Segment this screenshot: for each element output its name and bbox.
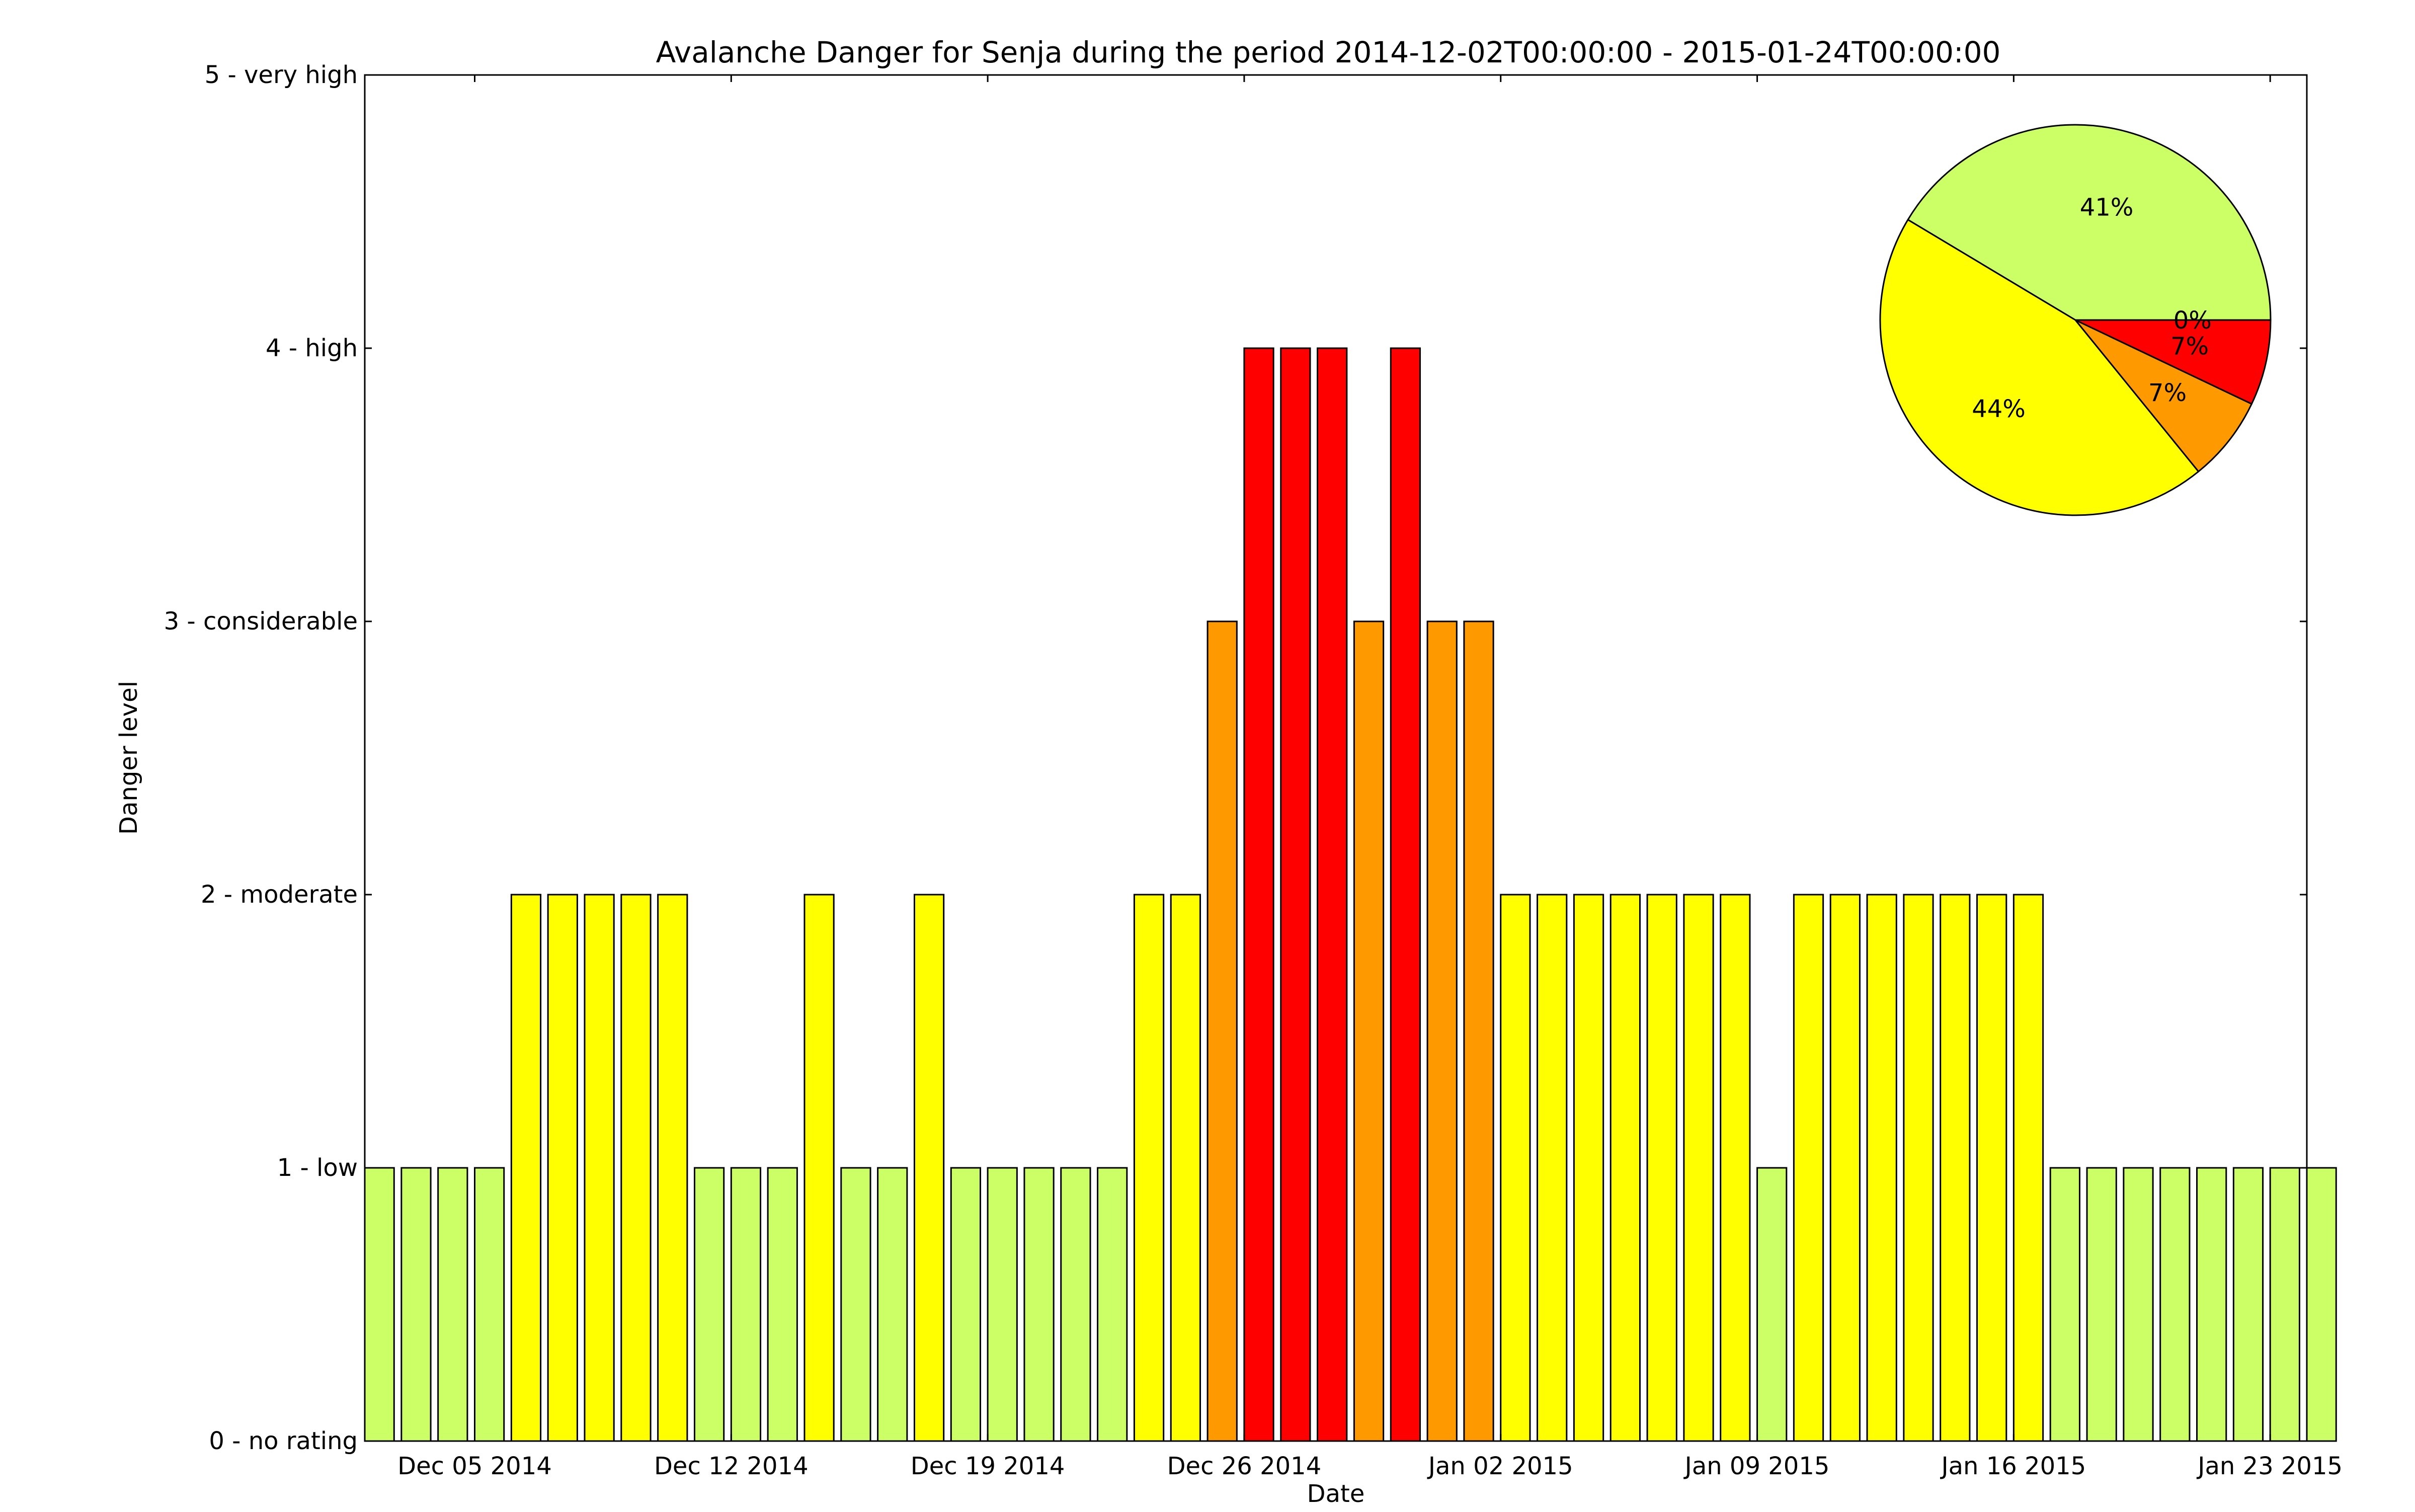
bar [1756, 1167, 1788, 1442]
bar [2123, 1167, 2154, 1442]
pie-slice [2074, 319, 2272, 405]
x-tick-label: Dec 26 2014 [1167, 1452, 1322, 1480]
bar [1537, 894, 1568, 1442]
bar [1866, 894, 1897, 1442]
x-tick-label: Jan 16 2015 [1940, 1452, 2086, 1480]
bar [987, 1167, 1018, 1442]
x-tick-label: Dec 19 2014 [911, 1452, 1065, 1480]
bar [1573, 894, 1604, 1442]
bar [1609, 894, 1641, 1442]
bar [2013, 894, 2044, 1442]
bar [2269, 1167, 2300, 1442]
pie-slice [1907, 124, 2272, 321]
x-tick-label: Jan 02 2015 [1427, 1452, 1573, 1480]
bar [1206, 620, 1238, 1442]
y-axis-ticks: 0 - no rating 1 - low 2 - moderate 3 - cons… [164, 61, 2307, 1455]
pie-chart: 41%44%7%7%0% [1879, 124, 2272, 516]
bar [1317, 347, 1348, 1442]
bars-group [364, 347, 2337, 1442]
bar [1903, 894, 1934, 1442]
y-tick-label: 0 - no rating [209, 1427, 358, 1455]
bar [1683, 894, 1714, 1442]
bar [1023, 1167, 1055, 1442]
bar [1243, 347, 1274, 1442]
x-tick-label: Dec 12 2014 [654, 1452, 809, 1480]
bar [730, 1167, 762, 1442]
bar [1390, 347, 1421, 1442]
x-tick-label: Jan 09 2015 [1683, 1452, 1830, 1480]
pie-slice [2074, 319, 2252, 472]
bar [803, 894, 835, 1442]
pie-slice-label: 0% [2174, 306, 2212, 335]
bar [1133, 894, 1165, 1442]
bar [364, 1167, 395, 1442]
bar [693, 1167, 725, 1442]
x-axis-label: Date [1307, 1480, 1365, 1508]
bar [1940, 894, 1971, 1442]
y-tick-label: 5 - very high [205, 61, 358, 89]
bar [1829, 894, 1861, 1442]
x-axis-ticks: Dec 05 2014 Dec 12 2014 Dec 19 2014 Dec 26 … [397, 75, 2343, 1480]
bar [2049, 1167, 2080, 1442]
pie-slice [1879, 219, 2200, 516]
bar [950, 1167, 982, 1442]
pie-slice-label: 41% [2080, 194, 2134, 222]
bar [840, 1167, 871, 1442]
bar [877, 1167, 908, 1442]
y-axis-label: Danger level [115, 681, 143, 835]
bar [620, 894, 652, 1442]
bar [1976, 894, 2007, 1442]
bar [1500, 894, 1531, 1442]
bar [1720, 894, 1751, 1442]
bar [2086, 1167, 2117, 1442]
bar [767, 1167, 798, 1442]
x-tick-label: Dec 05 2014 [397, 1452, 552, 1480]
bar [2306, 1167, 2337, 1442]
bar [473, 1167, 505, 1442]
bar [913, 894, 945, 1442]
plot-frame [364, 74, 2308, 1442]
bar [1426, 620, 1458, 1442]
pie-slice-label: 7% [2148, 379, 2187, 407]
bar [1646, 894, 1677, 1442]
bar [584, 894, 615, 1442]
bar [2196, 1167, 2227, 1442]
y-tick-label: 3 - considerable [164, 607, 358, 635]
pie-slice-label: 7% [2170, 332, 2209, 360]
x-tick-label: Jan 23 2015 [2196, 1452, 2343, 1480]
bar [657, 894, 688, 1442]
bar [1793, 894, 1824, 1442]
bar [510, 894, 542, 1442]
bar [1353, 620, 1385, 1442]
chart-title: Avalanche Danger for Senja during the pe… [656, 35, 2001, 69]
y-tick-label: 2 - moderate [201, 881, 358, 909]
bar [400, 1167, 432, 1442]
bar [2159, 1167, 2191, 1442]
bar [1170, 894, 1201, 1442]
bar [2232, 1167, 2264, 1442]
pie-slice-label: 44% [1972, 395, 2026, 423]
y-tick-label: 4 - high [266, 334, 358, 362]
y-tick-label: 1 - low [277, 1154, 358, 1182]
bar [1097, 1167, 1128, 1442]
bar [547, 894, 578, 1442]
bar [1463, 620, 1494, 1442]
bar [1280, 347, 1311, 1442]
bar [1060, 1167, 1091, 1442]
bar [437, 1167, 468, 1442]
